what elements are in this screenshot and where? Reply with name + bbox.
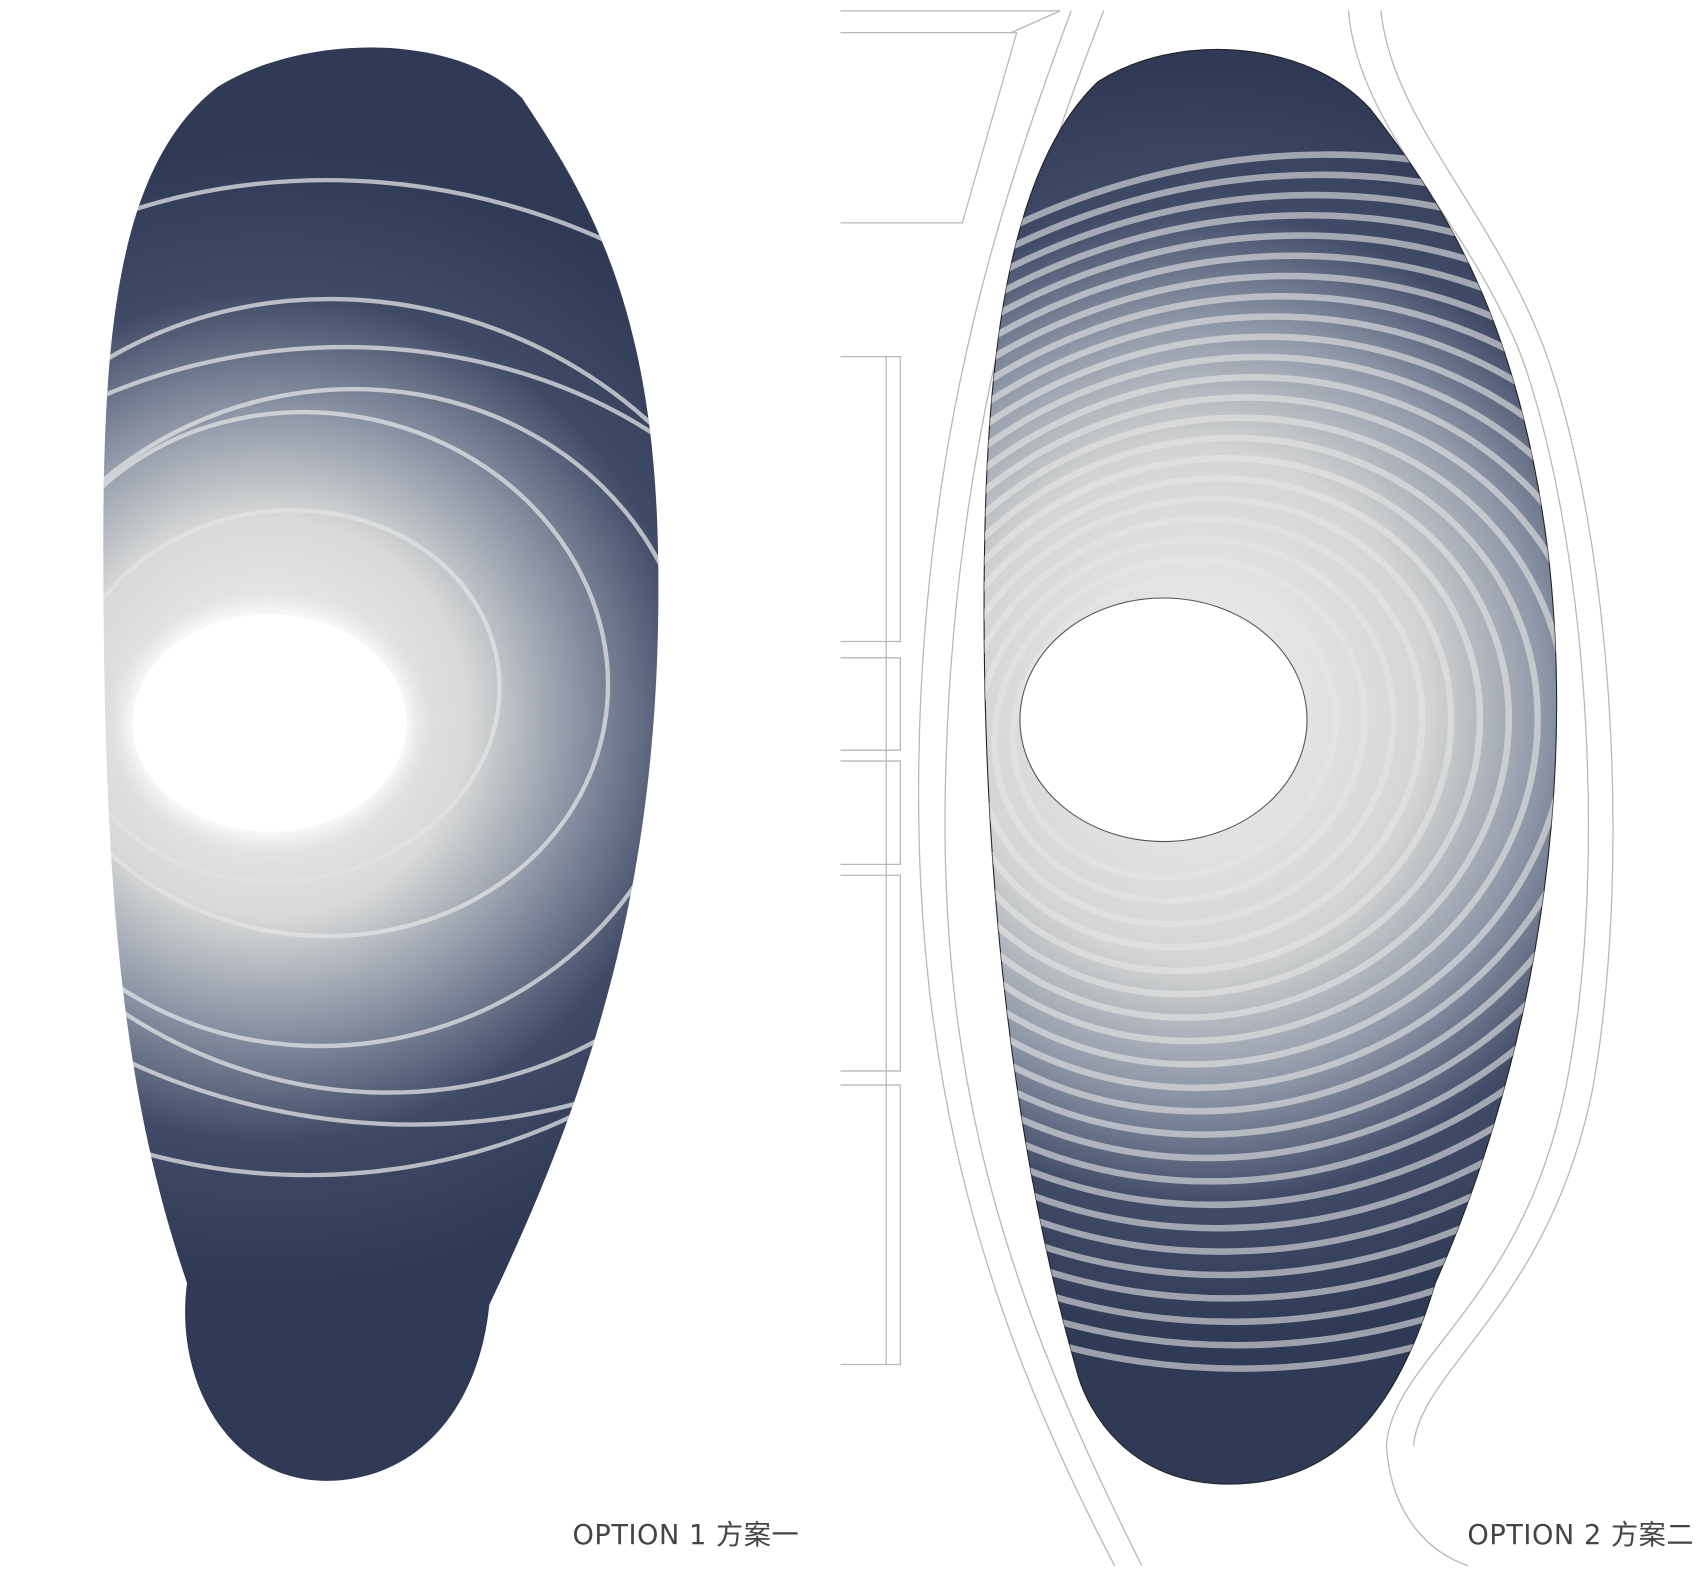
- option-1-plan: [103, 47, 659, 1481]
- ring: [991, 556, 1368, 904]
- ring: [984, 293, 1557, 1209]
- ring: [984, 414, 1557, 1068]
- ring: [1009, 576, 1339, 881]
- ring: [984, 495, 1455, 975]
- ring: [984, 475, 1484, 998]
- ring: [984, 515, 1426, 951]
- option-2-label: OPTION 2 方案二: [1467, 1520, 1694, 1551]
- ring: [984, 353, 1557, 1138]
- ring: [984, 272, 1557, 1232]
- ring: [984, 373, 1557, 1115]
- ring: [984, 232, 1557, 1279]
- ring: [984, 434, 1541, 1045]
- ring: [984, 252, 1557, 1255]
- ring: [984, 333, 1557, 1162]
- ring: [984, 313, 1557, 1185]
- ring: [984, 394, 1557, 1092]
- option-1-label: OPTION 1 方案一: [573, 1520, 800, 1551]
- ring: [984, 454, 1513, 1021]
